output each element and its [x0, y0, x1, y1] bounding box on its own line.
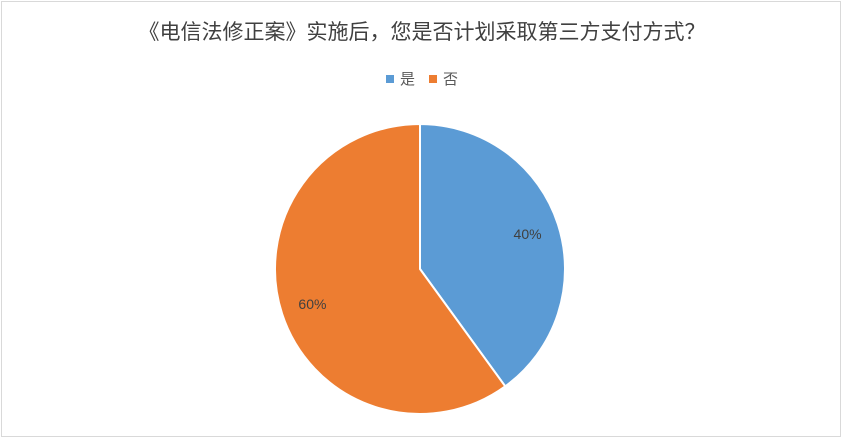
legend-item-no: 否: [429, 68, 458, 89]
legend-label-no: 否: [443, 70, 459, 88]
legend-label-yes: 是: [399, 70, 415, 88]
legend-item-yes: 是: [385, 68, 415, 89]
data-label-no: 60%: [298, 296, 326, 312]
chart-title: 《电信法修正案》实施后，您是否计划采取第三方支付方式？: [138, 20, 706, 44]
legend-swatch-no: [429, 74, 437, 83]
pie-slice-yes: [419, 122, 566, 388]
data-label-yes: 40%: [514, 226, 542, 242]
pie-slice-no: [274, 122, 507, 415]
legend-swatch-yes: [385, 74, 394, 83]
legend: 是 否: [0, 68, 844, 89]
